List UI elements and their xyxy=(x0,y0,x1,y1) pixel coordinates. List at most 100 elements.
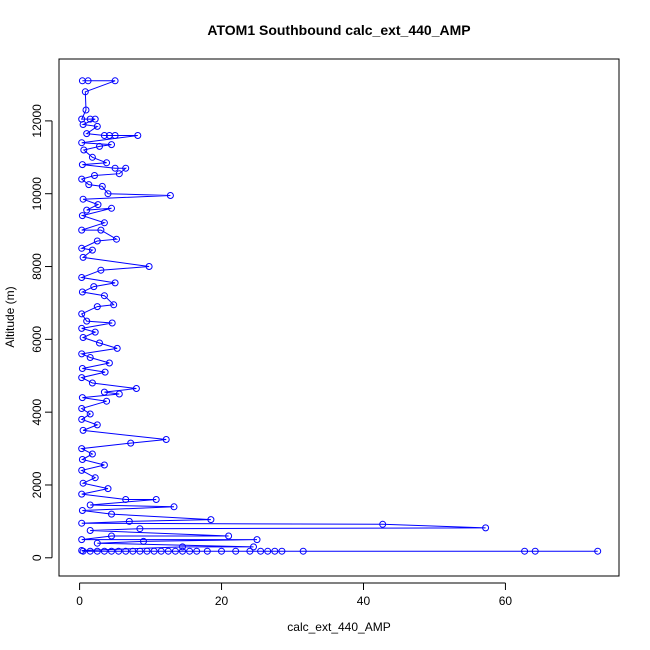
data-point xyxy=(108,510,115,518)
data-point xyxy=(111,279,119,287)
y-axis-label: Altitude (m) xyxy=(3,286,17,347)
y-tick-label: 10000 xyxy=(30,177,44,211)
data-point xyxy=(80,146,88,154)
data-point xyxy=(122,164,130,172)
chart-title: ATOM1 Southbound calc_ext_440_AMP xyxy=(207,22,470,38)
data-point xyxy=(78,466,86,474)
data-point xyxy=(162,436,170,443)
x-axis: 0 20 40 60 xyxy=(76,582,512,608)
plot-frame xyxy=(58,58,620,577)
data-point xyxy=(91,115,99,123)
data-point xyxy=(108,319,116,327)
data-point xyxy=(115,547,123,555)
y-tick-label: 6000 xyxy=(30,326,44,353)
data-point xyxy=(78,374,86,382)
data-point xyxy=(98,182,106,190)
data-point xyxy=(82,106,90,114)
data-point xyxy=(97,266,105,274)
y-tick-label: 4000 xyxy=(30,398,44,425)
data-point xyxy=(179,543,186,551)
data-point xyxy=(203,547,211,555)
data-point xyxy=(90,283,98,291)
data-point xyxy=(83,317,91,325)
data-point xyxy=(271,547,279,555)
data-point xyxy=(108,141,115,149)
x-axis-label: calc_ext_440_AMP xyxy=(287,620,390,634)
x-tick-label: 40 xyxy=(357,594,371,608)
data-point xyxy=(105,359,113,367)
data-point xyxy=(84,77,92,85)
data-point xyxy=(93,122,101,130)
data-point xyxy=(91,328,99,336)
data-point xyxy=(79,334,87,341)
data-point xyxy=(166,192,174,199)
data-point xyxy=(100,292,108,300)
data-point xyxy=(93,237,101,245)
data-point xyxy=(531,547,539,555)
data-point xyxy=(78,490,86,498)
data-point xyxy=(232,547,240,555)
data-point xyxy=(86,115,94,123)
data-point xyxy=(136,525,144,533)
data-point xyxy=(100,219,108,227)
data-point xyxy=(186,547,194,555)
data-point xyxy=(78,274,86,281)
data-point xyxy=(79,121,87,128)
y-tick-label: 12000 xyxy=(30,104,44,138)
data-point xyxy=(521,547,529,555)
data-point xyxy=(104,190,112,198)
data-point xyxy=(111,132,119,139)
data-point xyxy=(78,139,86,147)
data-point xyxy=(86,527,94,534)
data-point xyxy=(103,159,111,167)
data-point xyxy=(143,547,151,555)
data-point xyxy=(278,547,286,555)
data-point xyxy=(125,517,133,525)
data-point xyxy=(78,536,86,544)
data-point xyxy=(111,164,119,172)
y-tick-label: 8000 xyxy=(30,253,44,280)
data-point xyxy=(78,507,86,514)
data-point xyxy=(93,547,101,555)
data-point xyxy=(86,501,94,509)
data-point xyxy=(88,450,96,458)
data-point xyxy=(122,496,130,503)
data-point xyxy=(129,547,137,555)
data-point xyxy=(100,132,108,139)
data-point xyxy=(171,547,179,555)
data-point xyxy=(110,301,118,309)
y-tick-label: 0 xyxy=(30,554,44,561)
x-tick-label: 20 xyxy=(215,594,229,608)
data-point xyxy=(482,524,490,532)
data-point xyxy=(145,263,153,270)
data-point xyxy=(108,547,115,555)
data-point xyxy=(100,547,108,555)
data-point xyxy=(179,547,186,555)
data-point xyxy=(78,226,86,234)
data-point xyxy=(157,547,165,555)
data-point xyxy=(103,397,111,405)
data-point xyxy=(86,354,94,361)
series-line xyxy=(79,80,598,552)
data-point xyxy=(78,310,86,318)
data-point xyxy=(93,303,101,311)
data-point xyxy=(79,253,87,261)
data-point xyxy=(170,503,178,511)
data-point xyxy=(96,142,103,150)
data-point xyxy=(79,547,87,555)
data-point xyxy=(88,246,96,254)
data-point xyxy=(83,130,91,138)
data-point xyxy=(78,394,86,402)
data-point xyxy=(108,532,115,540)
data-point xyxy=(86,547,94,555)
data-point xyxy=(78,161,86,169)
data-point xyxy=(379,520,387,528)
data-point xyxy=(152,496,160,503)
data-point xyxy=(78,445,86,453)
data-point xyxy=(113,235,120,243)
data-point xyxy=(122,547,130,555)
data-point xyxy=(78,244,86,252)
data-point xyxy=(253,536,261,544)
data-point xyxy=(115,170,123,178)
